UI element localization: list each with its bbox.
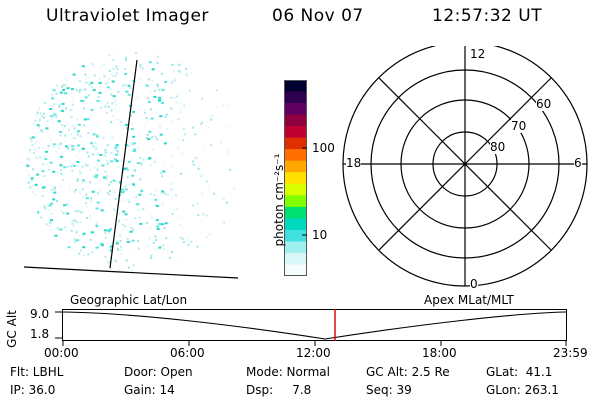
colorbar-stripe: [284, 195, 307, 208]
ip-readout: IP: 36.0: [10, 383, 56, 397]
timeline-xtick-1200: 12:00: [296, 346, 331, 360]
date-label: 06 Nov 07: [272, 6, 364, 26]
lat-label-60: 60: [536, 97, 552, 111]
colorbar-stripe: [284, 103, 307, 116]
glat-readout: GLat: 41.1: [486, 365, 553, 379]
colorbar-stripe: [284, 91, 307, 104]
apex-label: Apex MLat/MLT: [424, 293, 514, 307]
mode-readout: Mode: Normal: [246, 365, 330, 379]
uv-earth-image: [23, 52, 245, 279]
lat-label-70: 70: [511, 119, 527, 133]
mlt-label-6: 6: [574, 156, 582, 170]
timeline-xtick-0600: 06:00: [170, 346, 205, 360]
colorbar-stripe: [284, 241, 307, 254]
uv-emission-speckles: [25, 52, 245, 272]
glon-readout: GLon: 263.1: [486, 383, 559, 397]
colorbar-stripe: [284, 114, 307, 127]
terminator-line: [109, 59, 138, 269]
colorbar-stripe: [284, 80, 307, 93]
colorbar-stripe: [284, 229, 307, 242]
gc-alt-readout: GC Alt: 2.5 Re: [366, 365, 450, 379]
colorbar-stripe: [284, 206, 307, 219]
mlt-label-18: 18: [346, 156, 362, 170]
geographic-label: Geographic Lat/Lon: [70, 293, 188, 307]
mlt-label-12: 12: [470, 47, 486, 61]
door-readout: Door: Open: [124, 365, 193, 379]
time-label: 12:57:32 UT: [432, 6, 543, 26]
mlt-label-0: 0: [470, 277, 478, 291]
colorbar-stripe: [284, 183, 307, 196]
timeline-xtick-1800: 18:00: [422, 346, 457, 360]
colorbar-tick-100: 100: [312, 141, 335, 155]
colorbar-stripe: [284, 218, 307, 231]
colorbar-unit-label: photon cm⁻²s⁻¹: [272, 153, 286, 247]
gc-alt-axis-label: GC Alt: [4, 310, 19, 348]
seq-readout: Seq: 39: [366, 383, 412, 397]
gain-readout: Gain: 14: [124, 383, 175, 397]
filter-readout: Flt: LBHL: [10, 365, 64, 379]
colorbar-stripe: [284, 172, 307, 185]
instrument-title: Ultraviolet Imager: [46, 6, 209, 26]
color-bar: [284, 80, 307, 276]
polar-mlt-grid: [342, 46, 588, 287]
timeline-xtick-2359: 23:59: [553, 346, 588, 360]
timeline-ytick-1.8: 1.8: [30, 327, 50, 341]
altitude-curve: [62, 311, 567, 340]
lat-label-80: 80: [490, 140, 506, 154]
colorbar-stripe: [284, 126, 307, 139]
colorbar-tick-10: 10: [312, 228, 328, 242]
limb-line: [23, 266, 239, 279]
altitude-timeline: [55, 309, 567, 346]
colorbar-stripe: [284, 160, 307, 173]
colorbar-stripe: [284, 264, 307, 276]
timeline-ytick-9: 9.0: [30, 307, 50, 321]
dsp-readout: Dsp: 7.8: [246, 383, 312, 397]
colorbar-stripe: [284, 137, 307, 150]
colorbar-stripe: [284, 252, 307, 265]
timeline-xtick-0000: 00:00: [44, 346, 79, 360]
colorbar-stripe: [284, 149, 307, 162]
